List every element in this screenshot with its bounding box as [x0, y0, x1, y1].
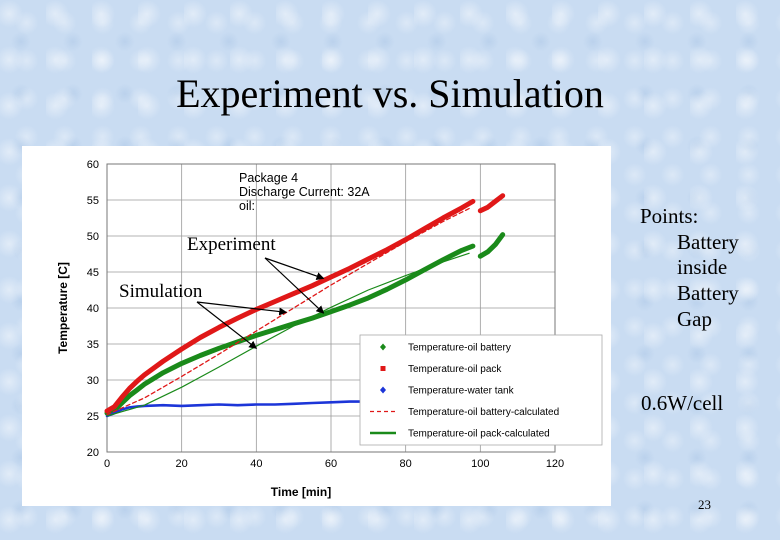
y-tick-label: 50: [87, 231, 99, 243]
series-line: [104, 198, 476, 414]
y-tick-label: 30: [87, 375, 99, 387]
callout-arrow: [264, 257, 325, 314]
power-note: 0.6W/cell: [641, 391, 724, 415]
points-item: Gap: [677, 307, 712, 331]
chart-annotation-line: Package 4: [239, 171, 298, 185]
legend-entry: Temperature-oil pack: [408, 364, 502, 375]
x-tick-label: 60: [325, 458, 337, 470]
y-axis-title: Temperature [C]: [56, 262, 70, 354]
x-tick-label: 100: [471, 458, 489, 470]
y-tick-label: 45: [87, 267, 99, 279]
legend-entry: Temperature-oil pack-calculated: [408, 429, 550, 440]
plot-frame: [106, 163, 556, 453]
callout-experiment: Experiment: [187, 234, 276, 255]
x-tick-label: 40: [250, 458, 262, 470]
series-line: [477, 232, 506, 259]
callout-arrow: [264, 257, 325, 280]
legend-swatch: [380, 343, 386, 351]
x-tick-label: 20: [176, 458, 188, 470]
series-line: [104, 243, 476, 416]
legend-swatch: [380, 366, 386, 371]
y-tick-label: 20: [87, 447, 99, 459]
chart-annotation-line: oil:: [239, 199, 255, 213]
slide-number: 23: [698, 497, 711, 512]
callout-arrow: [196, 301, 288, 316]
series-line: [106, 252, 470, 417]
slide-title: Experiment vs. Simulation: [176, 71, 604, 116]
legend-entry: Temperature-oil battery-calculated: [408, 407, 559, 418]
points-item: Battery: [677, 230, 739, 254]
x-tick-label: 0: [104, 458, 110, 470]
y-tick-label: 60: [87, 159, 99, 171]
chart-panel: 0 20 40 60 80 100 120 20 25 30 35 40 45 50 55 60 Time [m…: [22, 146, 611, 506]
y-tick-label: 40: [87, 303, 99, 315]
x-axis-title: Time [min]: [271, 485, 331, 499]
y-tick-label: 25: [87, 411, 99, 423]
chart-annotation-line: Discharge Current: 32A: [239, 185, 370, 199]
x-tick-label: 80: [400, 458, 412, 470]
x-tick-label: 120: [546, 458, 564, 470]
series-line: [106, 207, 470, 416]
series-line: [477, 193, 506, 214]
y-tick-label: 55: [87, 195, 99, 207]
y-tick-label: 35: [87, 339, 99, 351]
legend-swatch: [380, 386, 386, 394]
points-item: inside: [677, 255, 728, 279]
legend-entry: Temperature-water tank: [408, 386, 515, 397]
points-heading: Points:: [640, 204, 699, 228]
callout-simulation: Simulation: [119, 281, 203, 302]
legend-box: [359, 334, 603, 446]
legend-entry: Temperature-oil battery: [408, 343, 511, 354]
callout-arrow: [196, 301, 258, 349]
series-line: [105, 400, 363, 418]
points-item: Battery: [677, 281, 739, 305]
temperature-chart: 0 20 40 60 80 100 120 20 25 30 35 40 45 50 55 60 Time [m…: [56, 159, 603, 499]
